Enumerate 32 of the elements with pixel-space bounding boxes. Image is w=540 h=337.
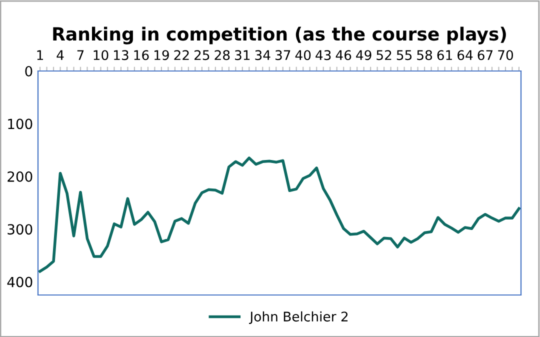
chart-title: Ranking in competition (as the course plays) — [53, 26, 506, 44]
x-tick-label: 58 — [417, 50, 432, 60]
x-tick-label: 61 — [437, 50, 452, 60]
y-tick-label: 100 — [8, 118, 32, 130]
y-tick-label: 400 — [7, 276, 32, 288]
y-tick-label: 200 — [8, 171, 32, 182]
x-tick-label: 28 — [214, 50, 230, 60]
x-tick-label: 49 — [356, 50, 372, 60]
x-tick-label: 55 — [396, 50, 412, 60]
x-tick-label: 43 — [316, 50, 331, 60]
x-tick-label: 37 — [275, 50, 290, 60]
x-tick-label: 1 — [37, 50, 44, 60]
line-series — [38, 156, 520, 273]
x-tick-label: 52 — [376, 50, 392, 60]
y-tick-label: 300 — [8, 224, 32, 235]
x-tick-label: 22 — [174, 50, 189, 60]
x-tick-label: 67 — [478, 50, 493, 60]
x-tick-label: 34 — [255, 50, 270, 60]
x-tick-label: 7 — [77, 50, 84, 60]
x-tick-label: 10 — [94, 50, 108, 60]
x-tick-label: 4 — [56, 50, 64, 60]
x-tick-label: 64 — [458, 50, 473, 60]
y-tick-label: 0 — [25, 66, 32, 76]
x-tick-label: 13 — [114, 50, 128, 60]
x-tick-label: 31 — [235, 50, 250, 60]
x-tick-label: 16 — [134, 50, 149, 60]
x-tick-label: 40 — [295, 50, 311, 60]
x-tick-label: 70 — [498, 50, 514, 60]
x-tick-label: 19 — [154, 50, 169, 60]
x-tick-label: 25 — [194, 50, 210, 60]
legend-label: John Belchier 2 — [249, 311, 348, 324]
x-tick-label: 46 — [336, 50, 352, 60]
